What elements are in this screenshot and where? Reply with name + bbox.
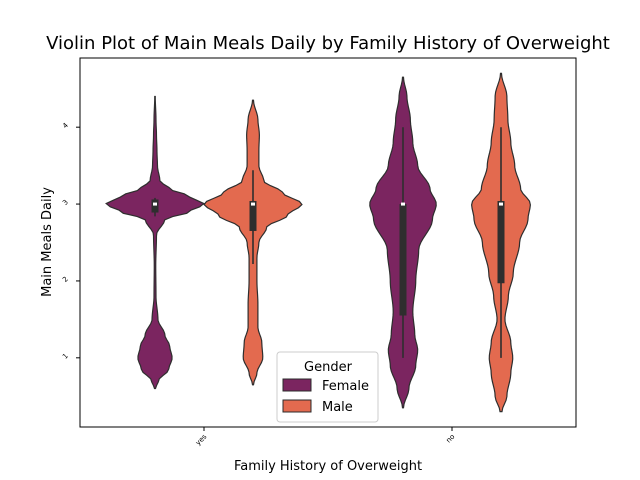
legend: Gender Female Male xyxy=(276,351,379,423)
legend-title: Gender xyxy=(304,360,353,375)
iqr-box-female-no xyxy=(399,204,407,316)
median-marker-female-yes xyxy=(153,202,157,206)
plot-frame xyxy=(79,57,577,428)
x-tick-label-yes: yes xyxy=(194,433,208,447)
violin-female-yes xyxy=(105,95,205,390)
y-tick-label-4: 4 xyxy=(61,121,70,130)
y-tick-label-3: 3 xyxy=(61,198,70,207)
y-tick-label-1: 1 xyxy=(61,352,70,361)
median-marker-male-no xyxy=(499,202,503,206)
legend-label-male: Male xyxy=(322,400,353,415)
iqr-box-female-yes xyxy=(151,199,159,213)
chart-title: Violin Plot of Main Meals Daily by Famil… xyxy=(46,33,610,54)
legend-swatch-female xyxy=(282,378,312,392)
y-axis-label: Main Meals Daily xyxy=(40,187,55,297)
y-tick-label-2: 2 xyxy=(61,275,70,284)
x-axis-label: Family History of Overweight xyxy=(234,459,422,474)
legend-swatch-male xyxy=(282,399,312,413)
median-marker-male-yes xyxy=(251,202,255,206)
x-tick-label-no: no xyxy=(445,433,457,445)
iqr-box-male-no xyxy=(497,200,505,284)
median-marker-female-no xyxy=(401,202,405,206)
legend-label-female: Female xyxy=(322,379,369,394)
plot-area xyxy=(105,72,531,413)
iqr-box-male-yes xyxy=(249,200,257,231)
